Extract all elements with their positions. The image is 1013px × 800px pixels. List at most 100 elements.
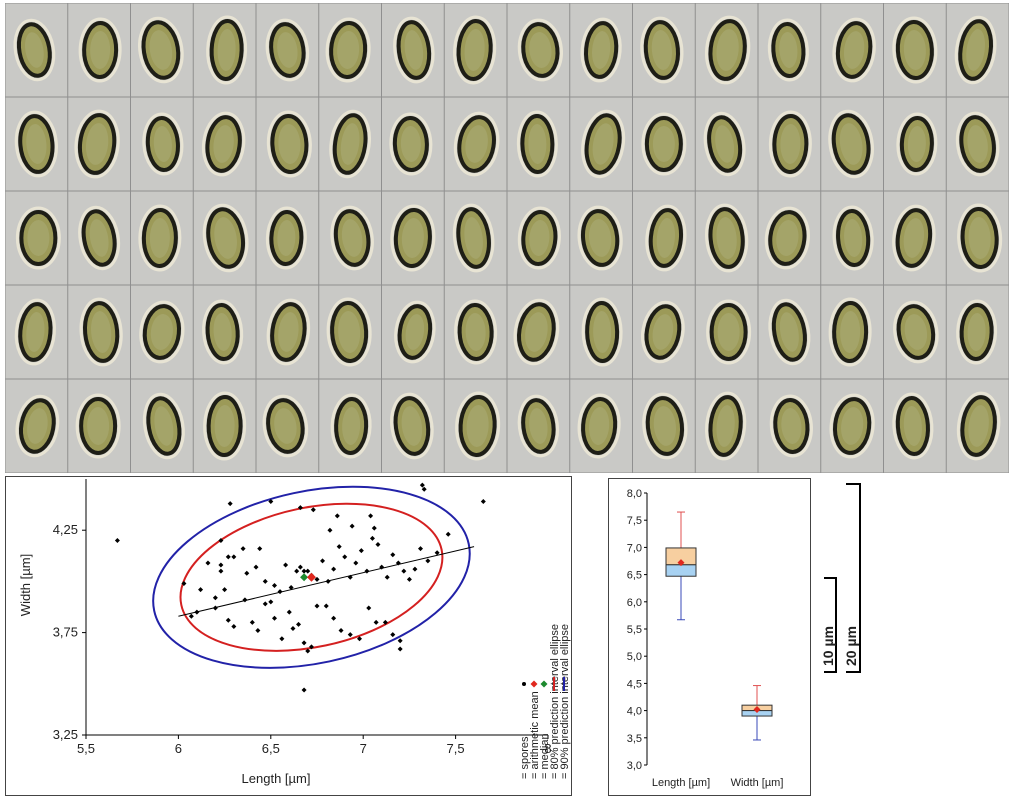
spore-interior (27, 408, 48, 444)
y-tick-label: 3,25 (53, 727, 78, 742)
spore-cell (68, 191, 130, 285)
spore-halo (74, 109, 120, 179)
spore-cell (946, 97, 1009, 191)
spore-cell (256, 191, 319, 285)
mean-point (306, 572, 316, 582)
spore-point (268, 599, 274, 605)
box-y-tick-label: 3,5 (627, 733, 642, 745)
spore-cell (821, 3, 883, 97)
spore-cell (570, 97, 632, 191)
spore-halo (326, 297, 372, 367)
spore-halo (704, 391, 747, 461)
spore-images-grid (5, 3, 1009, 473)
spore-interior (90, 311, 112, 353)
spore-interior (907, 126, 926, 162)
spore-interior (589, 219, 612, 257)
scatter-legend: = spores = arithmetic mean = median = 80… (519, 624, 571, 779)
spore-interior (213, 125, 234, 163)
spore-cell (193, 3, 256, 97)
prediction-ellipses (152, 485, 471, 669)
spore-point (401, 568, 407, 574)
spore-halo (516, 110, 558, 178)
spore-cell (507, 285, 570, 379)
spore-halo (832, 17, 876, 83)
spore-cell (570, 379, 632, 473)
summary-markers (300, 572, 316, 582)
spore-point (308, 644, 314, 650)
spore-interior (841, 407, 864, 445)
spore-interior (779, 312, 799, 352)
spore-halo (79, 297, 123, 367)
spore-cell (193, 285, 256, 379)
spore-point (242, 597, 248, 603)
spore-point (320, 558, 326, 564)
spore-point (327, 527, 333, 533)
spore-halo (330, 393, 372, 459)
spore-halo (262, 394, 309, 458)
spore-point (310, 507, 316, 513)
spore-cell (695, 3, 758, 97)
spore-halo (954, 15, 997, 85)
spore-interior (529, 408, 548, 444)
spore-point (373, 619, 379, 625)
spore-point (225, 554, 231, 560)
spore-cell (884, 379, 946, 473)
spore-interior (87, 407, 110, 445)
spore-cell (5, 285, 68, 379)
spore-cell (570, 191, 632, 285)
spore-interior (27, 220, 50, 256)
spore-point (286, 609, 292, 615)
spore-halo (640, 16, 684, 84)
spore-interior (465, 125, 488, 163)
spore-cell (695, 285, 758, 379)
spore-cell (382, 285, 444, 379)
spore-interior (274, 408, 297, 444)
spore-point (375, 542, 381, 548)
box-width (741, 685, 773, 741)
spore-interior (779, 32, 798, 68)
spore-point (279, 636, 285, 642)
spore-halo (14, 110, 58, 178)
box-y-tick-label: 6,5 (627, 570, 642, 582)
spore-point (382, 619, 388, 625)
spore-halo (892, 392, 934, 460)
spore-point (425, 558, 431, 564)
spore-point (347, 632, 353, 638)
spore-interior (839, 123, 863, 165)
spore-point (434, 550, 440, 556)
spore-cell (68, 379, 130, 473)
spore-point (277, 589, 283, 595)
spore-cell (633, 97, 695, 191)
spore-point (262, 578, 268, 584)
spore-interior (150, 314, 173, 350)
spore-halo (580, 17, 622, 83)
spore-cell (256, 379, 319, 473)
spore-point (314, 603, 320, 609)
spore-cell (444, 97, 507, 191)
box-y-tick-label: 4,5 (627, 678, 642, 690)
spore-halo (956, 299, 998, 365)
spore-point (255, 628, 261, 634)
legend-mean-marker (530, 680, 538, 688)
spore-point (397, 638, 403, 644)
spore-point (366, 605, 372, 611)
spore-point (314, 576, 320, 582)
spore-halo (577, 393, 621, 459)
spore-cell (821, 191, 883, 285)
box-length (665, 511, 697, 621)
legend-median: = median (539, 733, 551, 779)
box-y-tick-label: 5,5 (627, 624, 642, 636)
spore-cell (5, 3, 68, 97)
spore-interior (528, 124, 547, 164)
spore-halo (828, 109, 874, 179)
spore-halo (393, 16, 435, 84)
spore-cell (131, 191, 193, 285)
spore-interior (342, 407, 361, 445)
spore-point (358, 548, 364, 554)
spore-point (331, 566, 337, 572)
spore-cell (821, 379, 883, 473)
x-tick-label: 7 (360, 741, 367, 756)
spore-halo (832, 205, 874, 271)
spore-interior (278, 124, 301, 164)
spore-cell (444, 191, 507, 285)
